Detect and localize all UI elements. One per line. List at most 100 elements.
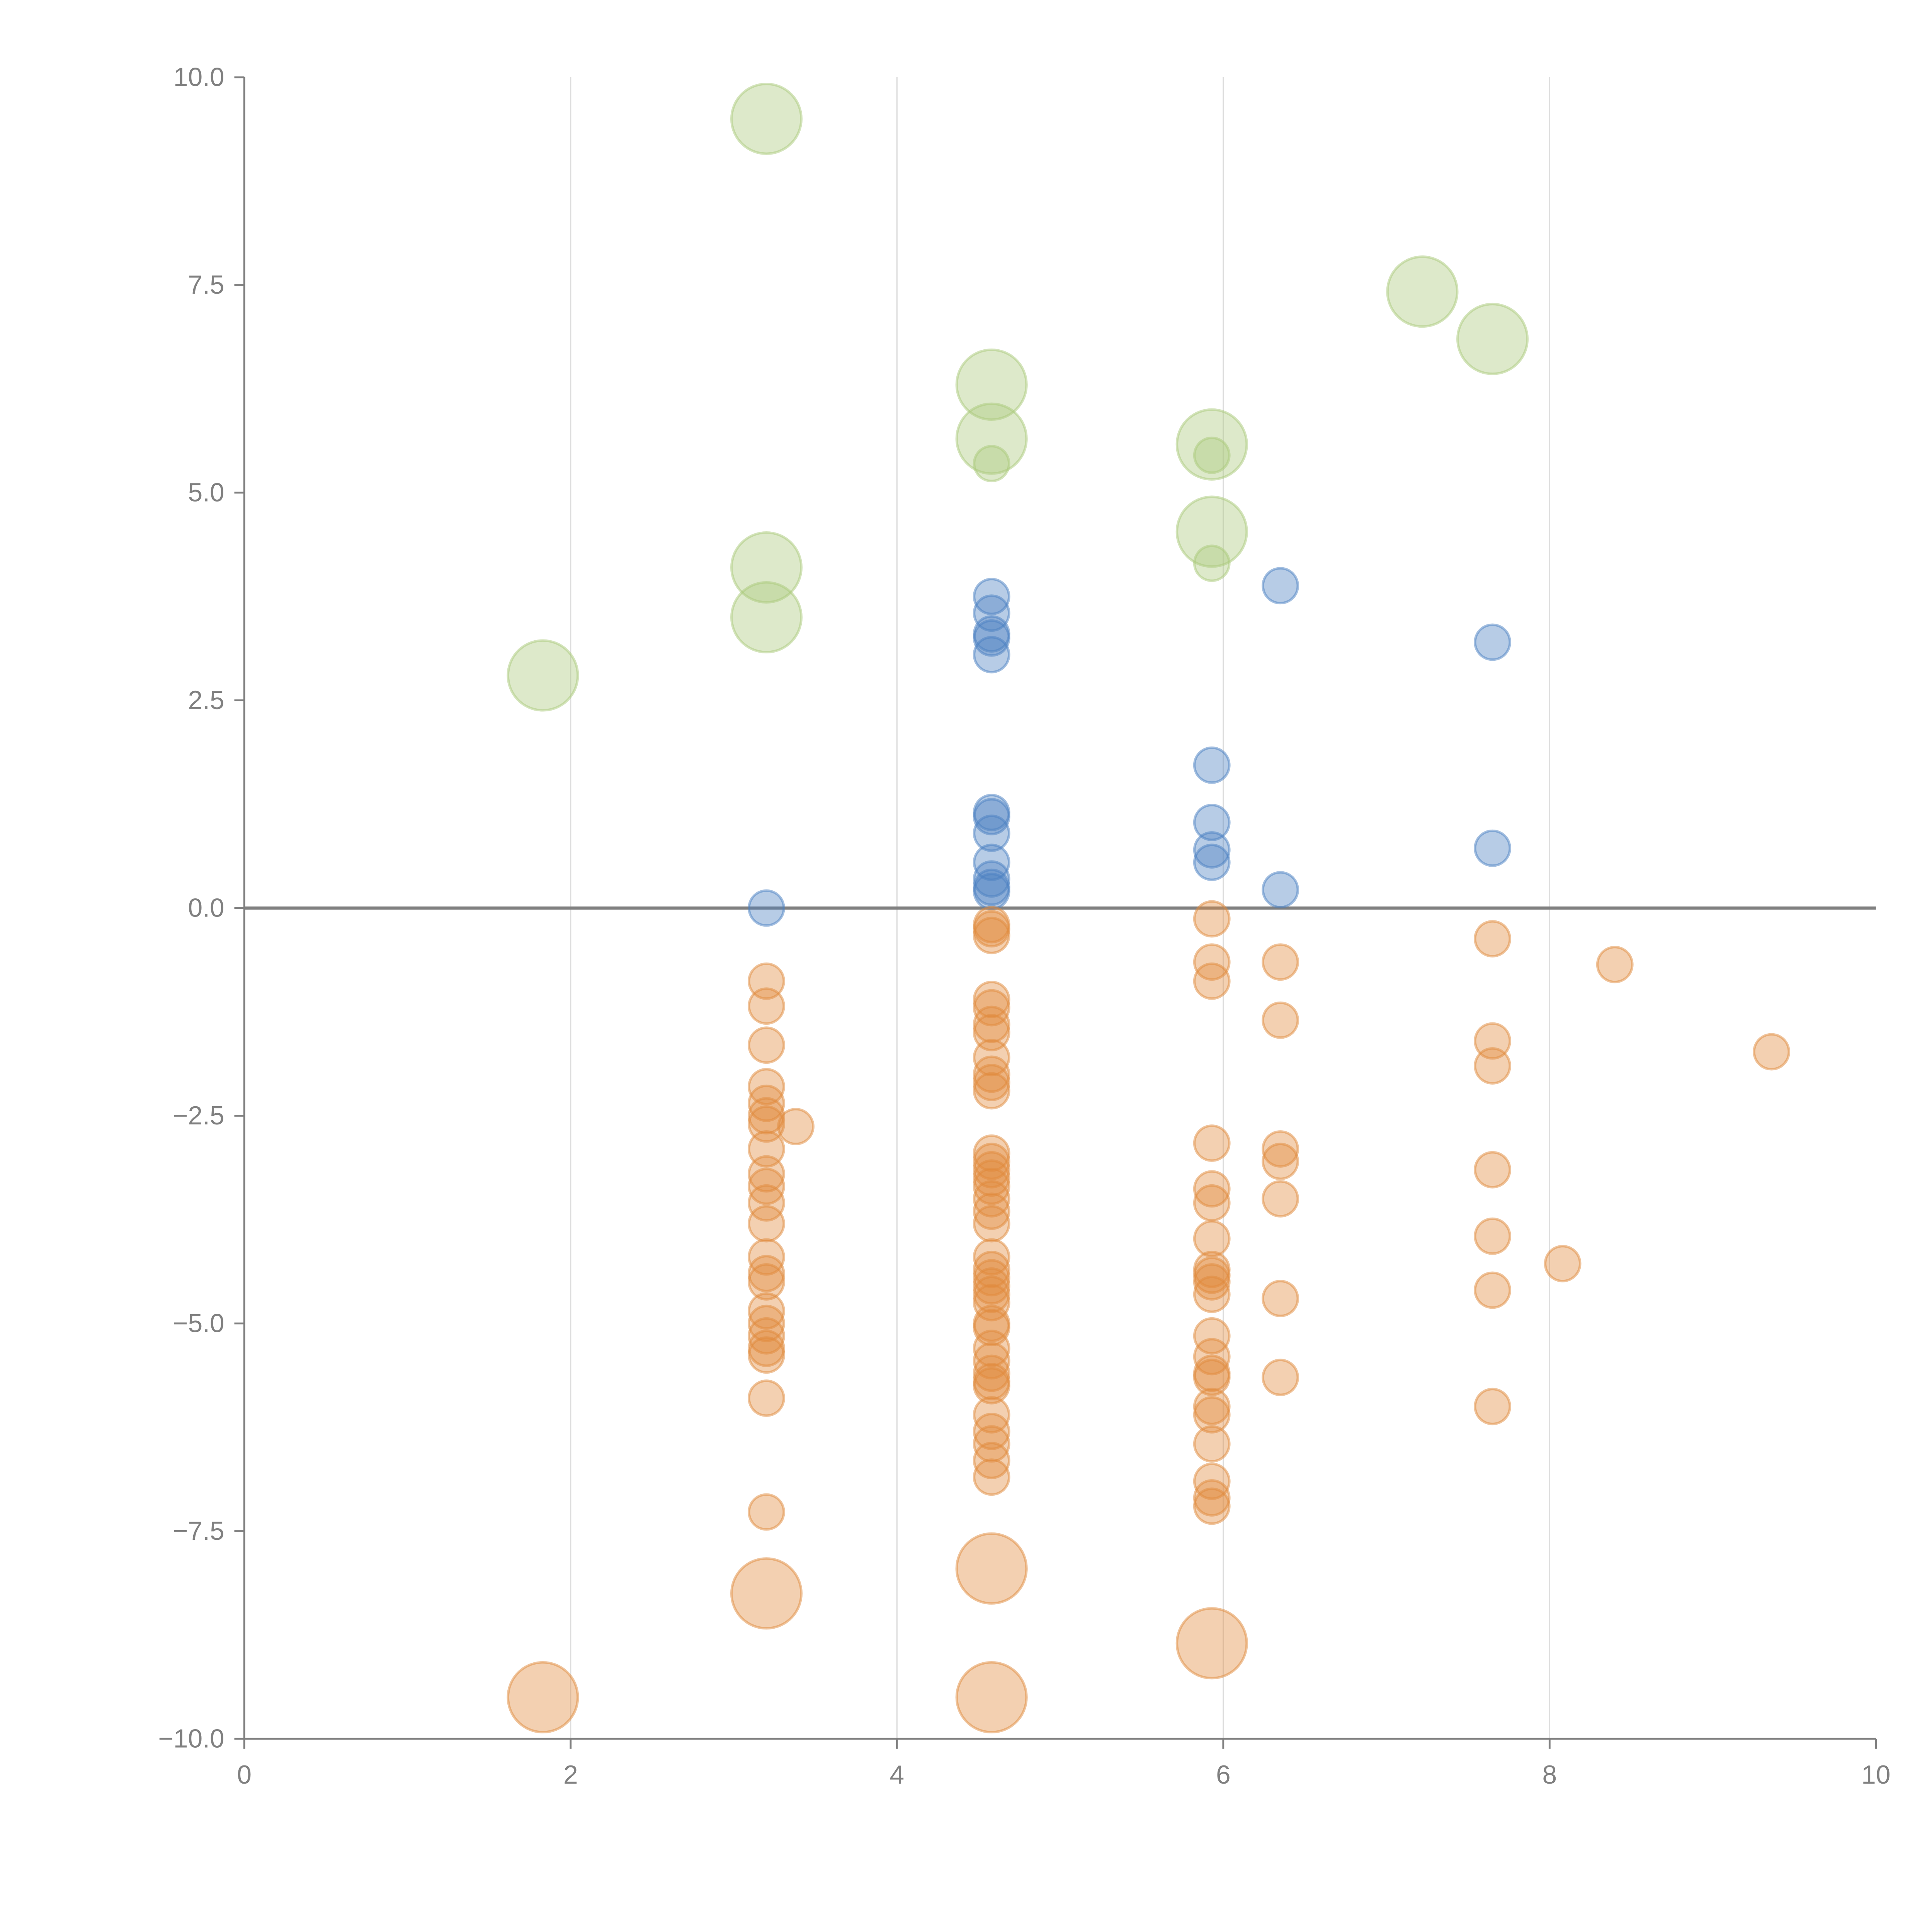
orange-bubble bbox=[1262, 1001, 1299, 1039]
blue-bubble bbox=[973, 636, 1010, 673]
blue-bubble bbox=[973, 815, 1010, 852]
orange-bubble bbox=[973, 1064, 1010, 1101]
green-bubble bbox=[1193, 436, 1231, 474]
blue-bubble bbox=[1262, 567, 1299, 605]
blue-bubble bbox=[1474, 829, 1511, 867]
orange-bubble bbox=[748, 1205, 785, 1243]
y-tick-label: −10.0 bbox=[158, 1725, 224, 1753]
orange-bubble bbox=[1193, 962, 1231, 1000]
orange-bubble bbox=[1262, 1359, 1299, 1396]
orange-bubble bbox=[955, 1532, 1028, 1605]
x-tick-label: 2 bbox=[563, 1760, 578, 1789]
y-tick-label: −2.5 bbox=[173, 1101, 224, 1130]
orange-bubble bbox=[1193, 943, 1231, 981]
orange-bubble bbox=[973, 1367, 1010, 1405]
orange-bubble bbox=[973, 917, 1010, 954]
green-bubble bbox=[1193, 544, 1231, 582]
orange-bubble bbox=[1193, 1170, 1231, 1208]
orange-bubble bbox=[730, 1557, 803, 1630]
orange-bubble bbox=[1193, 1487, 1231, 1525]
orange-bubble bbox=[1474, 1151, 1511, 1189]
orange-bubble bbox=[748, 1026, 785, 1064]
orange-bubble bbox=[748, 1155, 785, 1193]
y-tick-label: −7.5 bbox=[173, 1517, 224, 1546]
orange-bubble bbox=[748, 1084, 785, 1122]
blue-bubble bbox=[1193, 844, 1231, 881]
green-bubble bbox=[955, 348, 1028, 421]
orange-bubble bbox=[973, 1238, 1010, 1276]
y-tick-label: 2.5 bbox=[188, 686, 224, 715]
green-bubble bbox=[955, 402, 1028, 475]
orange-bubble bbox=[1474, 1047, 1511, 1085]
orange-bubble bbox=[1193, 1124, 1231, 1162]
orange-bubble bbox=[1474, 1271, 1511, 1309]
orange-bubble bbox=[1262, 943, 1299, 981]
orange-bubble bbox=[1753, 1033, 1790, 1071]
blue-bubble bbox=[973, 860, 1010, 898]
orange-bubble bbox=[1262, 1280, 1299, 1317]
orange-bubble bbox=[1193, 1359, 1231, 1396]
green-bubble bbox=[1386, 255, 1459, 328]
orange-bubble bbox=[507, 1661, 579, 1734]
orange-bubble bbox=[1193, 1425, 1231, 1463]
data-points bbox=[507, 82, 1790, 1734]
orange-bubble bbox=[973, 1354, 1010, 1392]
orange-bubble bbox=[748, 1317, 785, 1355]
orange-bubble bbox=[973, 1192, 1010, 1230]
green-bubble bbox=[973, 445, 1010, 483]
orange-bubble bbox=[955, 1661, 1028, 1734]
orange-bubble bbox=[748, 1097, 785, 1134]
orange-bubble bbox=[1193, 1263, 1231, 1301]
orange-bubble bbox=[973, 1005, 1010, 1043]
orange-bubble bbox=[748, 1263, 785, 1301]
orange-bubble bbox=[748, 1493, 785, 1531]
blue-bubble bbox=[1193, 746, 1231, 784]
x-tick-label: 6 bbox=[1216, 1760, 1231, 1789]
orange-bubble bbox=[973, 1413, 1010, 1450]
x-tick-label: 4 bbox=[889, 1760, 904, 1789]
gridlines bbox=[244, 77, 1876, 1739]
green-bubble bbox=[730, 82, 803, 155]
orange-bubble bbox=[1193, 1184, 1231, 1222]
blue-bubble bbox=[1193, 831, 1231, 869]
orange-bubble bbox=[1193, 1276, 1231, 1313]
y-tick-label: 10.0 bbox=[173, 63, 224, 92]
orange-bubble bbox=[1193, 1388, 1231, 1425]
orange-bubble bbox=[748, 987, 785, 1025]
orange-bubble bbox=[1193, 900, 1231, 938]
orange-bubble bbox=[1474, 1217, 1511, 1255]
y-tick-label: 7.5 bbox=[188, 270, 224, 299]
blue-bubble bbox=[973, 872, 1010, 910]
y-tick-label: −5.0 bbox=[173, 1309, 224, 1338]
green-bubble bbox=[507, 639, 579, 712]
orange-bubble bbox=[973, 1159, 1010, 1197]
orange-bubble bbox=[1262, 1143, 1299, 1180]
green-bubble bbox=[730, 581, 803, 654]
blue-bubble bbox=[1262, 871, 1299, 909]
blue-bubble bbox=[1474, 623, 1511, 661]
orange-bubble bbox=[1262, 1180, 1299, 1218]
orange-bubble bbox=[1544, 1245, 1582, 1282]
orange-bubble bbox=[1193, 1479, 1231, 1517]
tick-labels: 0 2 4 6 8 10 10.0 7.5 5.0 2.5 0.0 −2.5 −5.0 −7.5 −10.0 bbox=[158, 63, 1890, 1790]
y-tick-label: 5.0 bbox=[188, 478, 224, 507]
orange-bubble bbox=[1596, 946, 1634, 983]
orange-bubble bbox=[973, 1072, 1010, 1110]
orange-bubble bbox=[973, 1458, 1010, 1496]
orange-bubble bbox=[1262, 1130, 1299, 1168]
orange-bubble bbox=[1193, 1220, 1231, 1258]
orange-bubble bbox=[748, 1336, 785, 1374]
green-bubble bbox=[1456, 303, 1529, 375]
orange-bubble bbox=[748, 1255, 785, 1293]
blue-bubble bbox=[1193, 804, 1231, 841]
orange-bubble bbox=[777, 1108, 815, 1145]
x-tick-label: 10 bbox=[1861, 1760, 1890, 1789]
x-tick-label: 0 bbox=[237, 1760, 252, 1789]
orange-bubble bbox=[1193, 1396, 1231, 1434]
orange-bubble bbox=[973, 1276, 1010, 1313]
orange-bubble bbox=[1474, 1388, 1511, 1425]
orange-bubble bbox=[1193, 1317, 1231, 1355]
orange-bubble bbox=[973, 1309, 1010, 1347]
green-bubble bbox=[1175, 495, 1248, 568]
orange-bubble bbox=[748, 1184, 785, 1222]
